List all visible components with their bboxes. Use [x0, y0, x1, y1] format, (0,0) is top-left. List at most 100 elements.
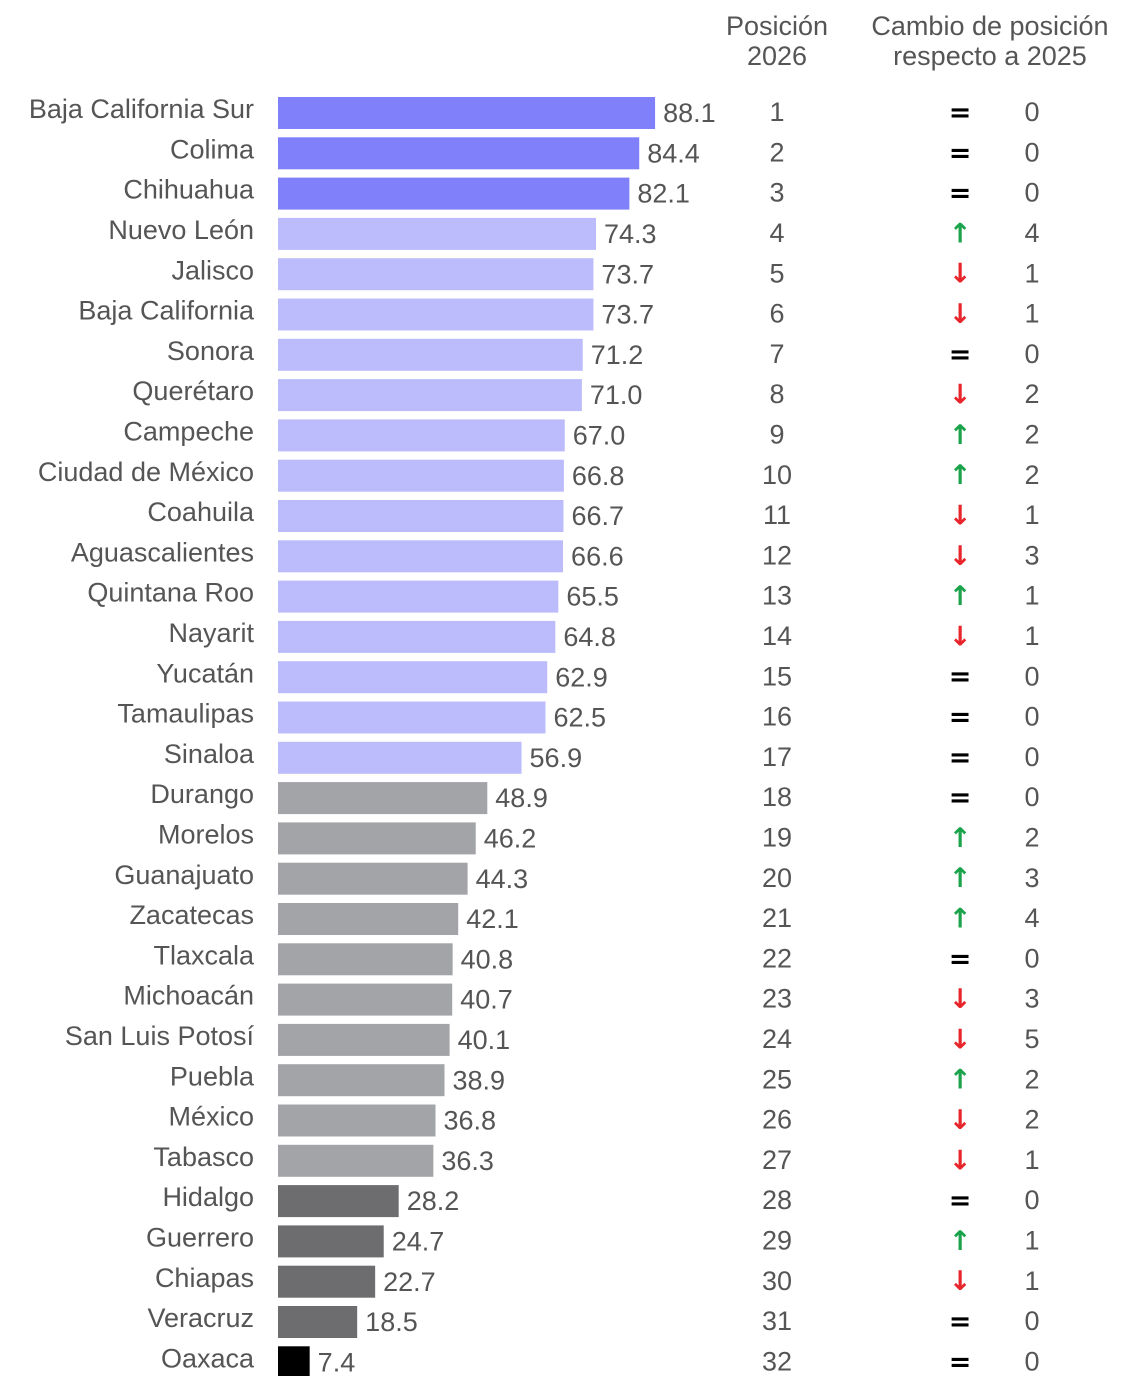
position: 31 [762, 1306, 792, 1336]
change-value: 2 [1024, 379, 1039, 409]
change-value: 0 [1024, 943, 1039, 973]
value-label: 7.4 [318, 1347, 356, 1376]
change-symbol: = [949, 138, 972, 169]
value-label: 73.7 [601, 300, 654, 330]
change-symbol: ↑ [949, 823, 972, 854]
value-label: 42.1 [466, 904, 519, 934]
category-label: Puebla [170, 1061, 255, 1091]
bar [278, 1023, 450, 1056]
value-label: 56.9 [530, 743, 583, 773]
change-value: 3 [1024, 540, 1039, 570]
change-symbol: ↓ [949, 1145, 972, 1176]
bar [278, 419, 565, 452]
category-label: San Luis Potosí [65, 1021, 255, 1051]
category-label: Coahuila [147, 497, 255, 527]
bar [278, 177, 630, 210]
value-label: 84.4 [647, 138, 700, 168]
bar [278, 580, 559, 613]
position: 3 [769, 178, 784, 208]
position: 18 [762, 782, 792, 812]
change-symbol: = [949, 1347, 972, 1376]
change-symbol: ↓ [949, 259, 972, 290]
change-value: 2 [1024, 1105, 1039, 1135]
change-value: 1 [1024, 1145, 1039, 1175]
change-symbol: = [949, 662, 972, 693]
position: 6 [769, 299, 784, 329]
change-value: 1 [1024, 258, 1039, 288]
column-header: Cambio de posición [871, 11, 1108, 41]
value-label: 44.3 [476, 864, 529, 894]
bar [278, 1064, 445, 1097]
position: 5 [769, 258, 784, 288]
position: 11 [763, 500, 791, 530]
change-value: 5 [1024, 1024, 1039, 1054]
change-symbol: ↑ [949, 904, 972, 935]
position: 22 [762, 943, 792, 973]
change-value: 2 [1024, 1064, 1039, 1094]
bar [278, 97, 656, 129]
change-symbol: ↓ [949, 1105, 972, 1136]
change-value: 0 [1024, 742, 1039, 772]
change-value: 1 [1024, 500, 1039, 530]
value-label: 48.9 [495, 783, 548, 813]
change-symbol: = [949, 944, 972, 975]
change-value: 1 [1024, 581, 1039, 611]
category-label: Zacatecas [129, 900, 254, 930]
position: 27 [762, 1145, 792, 1175]
category-label: Yucatán [156, 658, 254, 688]
change-value: 2 [1024, 460, 1039, 490]
position: 26 [762, 1105, 792, 1135]
position: 9 [769, 420, 784, 450]
value-label: 66.7 [571, 501, 624, 531]
bar [278, 701, 546, 734]
position: 20 [762, 863, 792, 893]
change-symbol: = [949, 742, 972, 773]
change-value: 0 [1024, 339, 1039, 369]
position: 13 [762, 581, 792, 611]
change-value: 2 [1024, 420, 1039, 450]
category-label: Morelos [158, 820, 254, 850]
change-symbol: ↓ [949, 501, 972, 532]
change-symbol: = [949, 1186, 972, 1217]
change-value: 3 [1024, 984, 1039, 1014]
position: 21 [762, 903, 792, 933]
bar [278, 540, 564, 573]
change-value: 0 [1024, 782, 1039, 812]
value-label: 64.8 [563, 622, 616, 652]
bar [278, 782, 488, 815]
change-value: 0 [1024, 137, 1039, 167]
bar [278, 1306, 358, 1338]
change-value: 0 [1024, 702, 1039, 732]
value-label: 74.3 [604, 219, 657, 249]
position: 2 [769, 137, 784, 167]
change-symbol: = [949, 98, 972, 129]
bar [278, 258, 594, 291]
bar [278, 1225, 384, 1258]
change-value: 0 [1024, 1185, 1039, 1215]
change-value: 0 [1024, 1306, 1039, 1336]
position: 24 [762, 1024, 792, 1054]
change-symbol: ↑ [949, 1226, 972, 1257]
change-symbol: = [949, 1307, 972, 1338]
value-label: 66.8 [572, 461, 625, 491]
bar [278, 862, 468, 895]
category-label: Michoacán [123, 981, 254, 1011]
change-symbol: = [949, 702, 972, 733]
change-value: 2 [1024, 823, 1039, 853]
value-label: 40.7 [460, 985, 513, 1015]
value-label: 18.5 [365, 1307, 418, 1337]
category-label: Baja California [78, 296, 255, 326]
category-label: México [168, 1102, 254, 1132]
value-label: 65.5 [566, 582, 619, 612]
category-label: Baja California Sur [29, 94, 254, 124]
value-label: 62.5 [554, 703, 607, 733]
column-header: Posición [726, 11, 828, 41]
bar [278, 1144, 434, 1177]
change-symbol: ↓ [949, 984, 972, 1015]
change-value: 0 [1024, 661, 1039, 691]
change-value: 0 [1024, 178, 1039, 208]
position: 32 [762, 1346, 792, 1376]
category-label: Quintana Roo [87, 578, 254, 608]
value-label: 62.9 [555, 662, 608, 692]
